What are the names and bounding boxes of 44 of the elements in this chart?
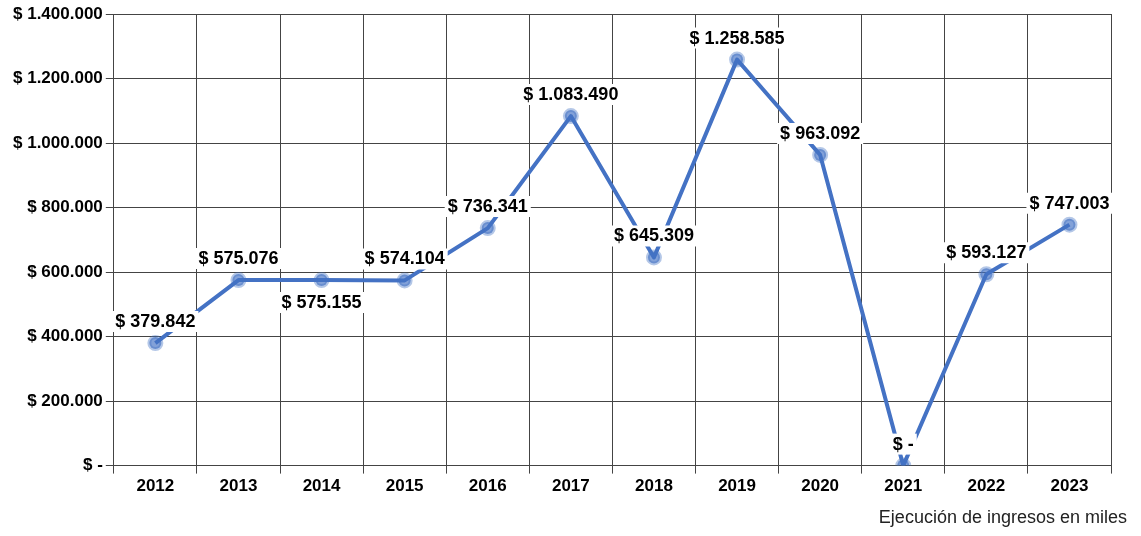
data-label: $ 1.258.585 [689,27,785,48]
y-tick-label: $ 800.000 [27,197,103,217]
y-tick-label: $ 1.200.000 [12,68,103,88]
x-tick-label: 2013 [219,476,258,496]
point [645,249,662,266]
y-tick-label: $ - [82,455,103,475]
data-label: $ 574.104 [364,248,445,269]
x-tick-label: 2020 [801,476,840,496]
data-label: $ 379.842 [115,311,196,332]
point [396,272,413,289]
data-label: $ - [892,433,914,454]
point [230,272,247,289]
data-label: $ 1.083.490 [523,84,619,105]
y-tick-label: $ 1.000.000 [12,132,103,152]
y-tick-label: $ 1.400.000 [12,3,103,23]
point [978,266,995,283]
point [729,51,746,68]
x-tick-label: 2016 [468,476,507,496]
point [562,108,579,125]
data-label: $ 645.309 [613,225,694,246]
data-label: $ 575.155 [281,292,362,313]
text: Ejecución de ingresos en miles [878,507,1127,528]
x-tick-label: 2018 [635,476,673,496]
point [1061,216,1078,233]
data-label: $ 593.127 [946,242,1027,263]
x-tick-label: 2022 [967,476,1006,496]
x-tick-label: 2021 [884,476,923,496]
point [812,146,829,163]
point [313,272,330,289]
x-tick-label: 2017 [551,476,590,496]
x-tick-label: 2012 [136,476,175,496]
y-tick-label: $ 600.000 [27,261,103,281]
point [479,220,496,237]
x-tick-label: 2015 [385,476,424,496]
x-tick-label: 2014 [302,476,341,496]
x-tick-label: 2019 [718,476,756,496]
y-tick-label: $ 200.000 [27,390,103,410]
y-tick-label: $ 400.000 [27,326,103,346]
data-label: $ 747.003 [1029,192,1110,213]
data-label: $ 963.092 [780,122,861,143]
data-label: $ 575.076 [198,248,279,269]
x-tick-label: 2023 [1050,476,1089,496]
point [147,335,164,352]
data-label: $ 736.341 [447,196,528,217]
